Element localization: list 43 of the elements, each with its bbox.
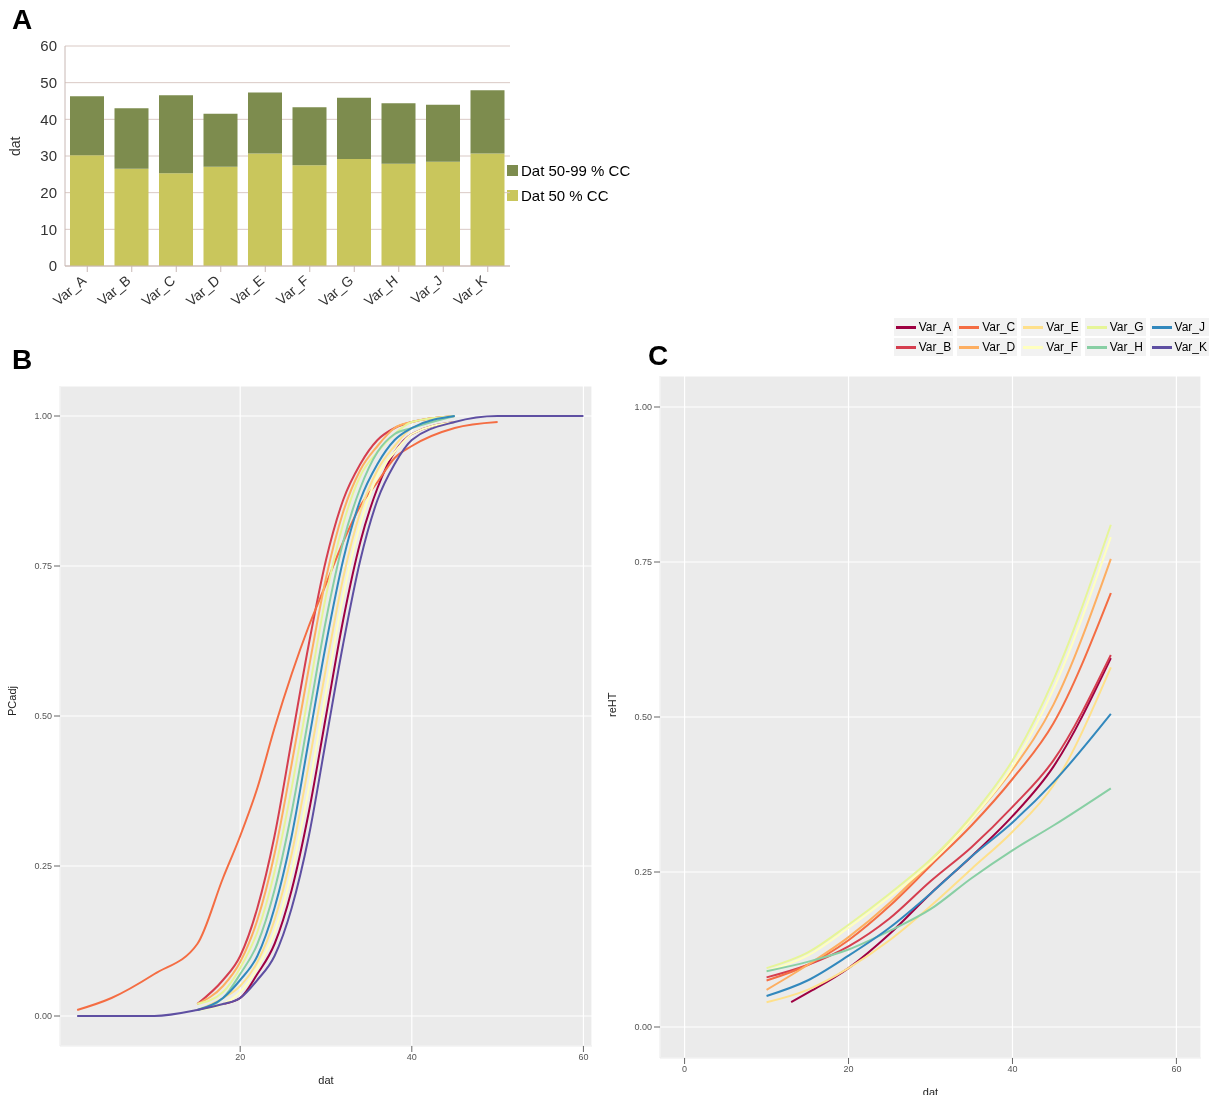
y-tick-label: 0.25 (634, 867, 652, 878)
y-axis-title: PCadj (5, 686, 18, 716)
legend-label: Var_A (918, 320, 952, 334)
y-tick-label: 0.25 (34, 861, 52, 872)
legend-label: Var_J (1174, 320, 1205, 334)
x-tick-label: 0 (682, 1064, 688, 1075)
chart-title: A (12, 4, 33, 36)
y-tick-label: 0.00 (634, 1022, 652, 1033)
x-tick-label: 20 (843, 1064, 854, 1075)
x-tick-label: 40 (406, 1052, 417, 1063)
y-tick-label: 30 (40, 147, 57, 165)
y-tick-label: 0.75 (34, 561, 52, 572)
y-tick-label: 10 (40, 220, 57, 238)
legend-label: Var_D (982, 340, 1016, 354)
chart-title: B (12, 344, 33, 376)
y-tick-label: 0.50 (34, 711, 52, 722)
legend-label: Dat 50-99 % CC (521, 162, 631, 179)
y-tick-label: 1.00 (634, 402, 652, 413)
legend-label: Var_G (1109, 320, 1144, 334)
y-tick-label: 50 (40, 73, 57, 91)
y-tick-label: 0.00 (34, 1011, 52, 1022)
chart-title: C (648, 340, 669, 372)
x-tick-label: 60 (578, 1052, 589, 1063)
legend-label: Var_C (982, 320, 1016, 334)
x-axis-title: dat (318, 1074, 334, 1086)
x-tick-label: 40 (1007, 1064, 1018, 1075)
legend-label: Var_B (918, 340, 952, 354)
legend-label: Var_F (1046, 340, 1079, 354)
y-tick-label: 20 (40, 183, 57, 201)
legend-label: Var_E (1046, 320, 1079, 334)
y-tick-label: 0 (48, 257, 57, 275)
y-tick-label: 40 (40, 110, 57, 128)
x-tick-label: 60 (1171, 1064, 1182, 1075)
y-axis-title: reHT (605, 692, 618, 717)
x-tick-label: 20 (235, 1052, 246, 1063)
y-tick-label: 0.50 (634, 712, 652, 723)
y-axis-title: dat (6, 136, 23, 156)
y-tick-label: 60 (40, 37, 57, 55)
y-tick-label: 0.75 (634, 557, 652, 568)
legend-label: Var_K (1174, 340, 1207, 354)
legend-label: Var_H (1109, 340, 1143, 354)
y-tick-label: 1.00 (34, 411, 52, 422)
legend-label: Dat 50 % CC (521, 187, 609, 204)
